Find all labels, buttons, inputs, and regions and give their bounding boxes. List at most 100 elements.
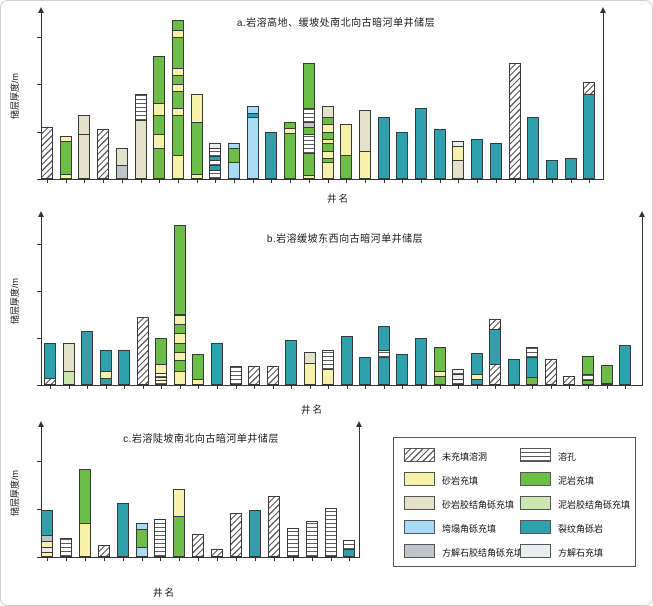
x-axis-line [41, 557, 360, 558]
bar-segment-cave [563, 375, 576, 385]
bar-segment-sand [171, 155, 184, 179]
bar-segment-pore [322, 349, 335, 370]
right-axis-line [359, 427, 360, 557]
x-axis-line [41, 385, 643, 386]
x-tick [84, 558, 86, 561]
bar-segment-mud [600, 365, 613, 384]
bar-segment-sandbx [452, 160, 465, 179]
bar-segment-mud [171, 115, 184, 157]
bar-segment-cave [544, 359, 557, 385]
bar-segment-pore [302, 107, 315, 124]
bar-segment-calc [209, 143, 222, 150]
bar-segment-sand [321, 124, 334, 133]
x-tick [495, 180, 497, 183]
bar-segment-mud [173, 360, 186, 372]
y-tick [37, 131, 41, 133]
bar-segment-cave [41, 126, 53, 179]
bar-segment-crack [340, 335, 353, 385]
bar-segment-mud [171, 91, 184, 109]
x-tick [84, 180, 86, 183]
bar-segment-pore [302, 133, 315, 154]
bar-segment-collapse [246, 117, 259, 179]
x-tick [532, 386, 534, 389]
bar-segment-mud [228, 148, 240, 164]
legend-swatch-calc [520, 544, 551, 558]
legend-label-crack: 裂纹角砾岩 [558, 524, 604, 534]
bar-segment-sandbx [78, 133, 91, 179]
x-tick [217, 558, 219, 561]
x-tick [179, 386, 181, 389]
bar-segment-crack [471, 138, 484, 179]
legend-label-cave: 未充填溶洞 [442, 452, 488, 462]
bar-segment-crack [118, 349, 131, 385]
panel-b-x-axis-label: 井名 [301, 405, 325, 416]
bar-segment-pore [324, 507, 337, 557]
x-tick [179, 558, 181, 561]
bar-segment-pore [581, 374, 594, 382]
y-tick [37, 36, 41, 38]
bar-segment-sand [303, 362, 316, 385]
x-tick [349, 558, 351, 561]
bar-segment-crack [359, 356, 372, 385]
x-tick [551, 180, 553, 183]
x-axis-line [41, 179, 604, 180]
x-tick [122, 558, 124, 561]
x-tick [254, 558, 256, 561]
bar-segment-crack [116, 503, 129, 557]
bar-segment-crack [526, 356, 539, 378]
bar-segment-crack [396, 131, 409, 179]
bar-segment-mud [173, 342, 186, 354]
bar-segment-sand [173, 333, 186, 344]
x-tick [252, 180, 254, 183]
bar-segment-sand [78, 523, 91, 557]
x-tick [587, 386, 589, 389]
legend-label-mudbx: 泥岩胶结角砾充填 [558, 500, 631, 510]
bar-segment-mud [321, 117, 334, 126]
bar-segment-crack [343, 548, 356, 557]
bar-segment-crack [415, 107, 427, 179]
bar-segment-crack [81, 330, 94, 385]
bar-segment-cave [267, 495, 280, 557]
y-axis-line [41, 13, 42, 179]
bar-segment-mud [302, 62, 315, 109]
bar-segment-cave [583, 81, 596, 95]
bar-segment-crack [377, 326, 390, 351]
bar-segment-crack [99, 349, 112, 372]
x-tick [103, 180, 105, 183]
bar-segment-pore [209, 148, 222, 158]
x-tick [383, 386, 385, 389]
x-tick [477, 180, 479, 183]
bar-segment-sand [59, 136, 72, 143]
x-tick [273, 558, 275, 561]
x-tick [308, 180, 310, 183]
x-tick [272, 386, 274, 389]
bar-segment-pore [209, 169, 222, 179]
y-tick [37, 244, 41, 245]
x-tick [346, 180, 348, 183]
x-tick [421, 180, 422, 183]
bar-segment-pore [154, 518, 167, 557]
bar-segment-crack [396, 354, 409, 385]
legend-swatch-sandbx [404, 496, 435, 510]
bar-segment-pore [377, 349, 390, 358]
bar-segment-mud [173, 323, 186, 335]
x-tick [159, 180, 161, 183]
x-tick [215, 180, 217, 183]
x-tick [140, 180, 142, 183]
bar-segment-collapse [228, 162, 240, 179]
bar-segment-cave [489, 363, 502, 385]
bar-segment-mud [153, 148, 166, 179]
bar-segment-collapse [135, 523, 148, 531]
x-tick [365, 386, 367, 389]
y-axis-arrow [38, 211, 44, 217]
bar-segment-calcbx [41, 535, 53, 543]
bar-segment-sandbx [78, 115, 91, 135]
bar-segment-cave [44, 377, 56, 385]
x-tick [177, 180, 179, 183]
y-tick [37, 509, 41, 510]
bar-segment-sand [322, 368, 335, 385]
bar-segment-crack [415, 338, 427, 385]
bar-segment-sand [41, 541, 53, 549]
legend-label-pore: 溶孔 [558, 452, 577, 462]
bar-segment-sand [155, 363, 168, 375]
